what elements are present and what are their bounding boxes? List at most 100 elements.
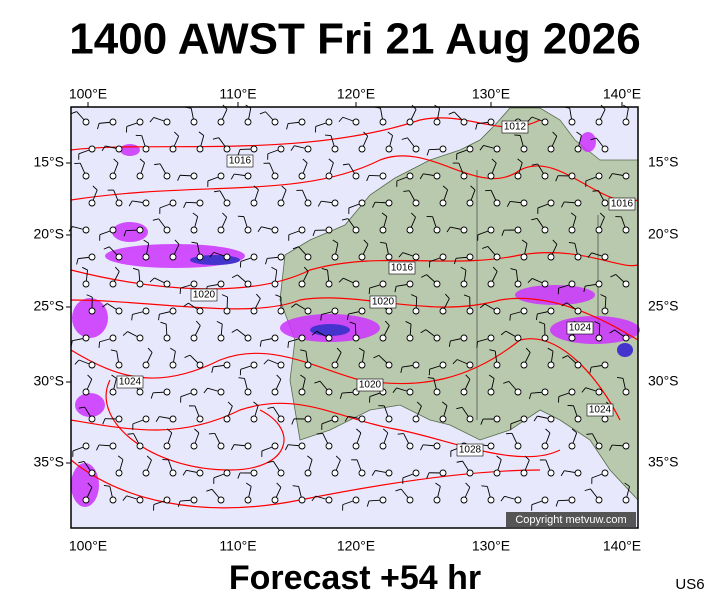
isobar-label: 1020 bbox=[193, 290, 216, 301]
wind-station bbox=[278, 254, 284, 260]
wind-station bbox=[542, 227, 548, 233]
wind-station bbox=[380, 119, 386, 125]
wind-station bbox=[353, 119, 359, 125]
wind-station bbox=[542, 281, 548, 287]
wind-station bbox=[521, 470, 527, 476]
wind-station bbox=[218, 443, 224, 449]
wind-station bbox=[191, 497, 197, 503]
wind-station bbox=[218, 335, 224, 341]
wind-station bbox=[467, 308, 473, 314]
wind-station bbox=[548, 308, 554, 314]
wind-station bbox=[386, 416, 392, 422]
wind-station bbox=[407, 335, 413, 341]
wind-station bbox=[251, 470, 257, 476]
wind-station bbox=[548, 470, 554, 476]
wind-station bbox=[596, 389, 602, 395]
wind-station bbox=[164, 389, 170, 395]
wind-station bbox=[218, 119, 224, 125]
wind-station bbox=[461, 335, 467, 341]
latitude-label: 15°S bbox=[33, 154, 64, 170]
wind-station bbox=[359, 416, 365, 422]
wind-station bbox=[386, 254, 392, 260]
wind-station bbox=[110, 119, 116, 125]
wind-station bbox=[305, 416, 311, 422]
isobar-label: 1024 bbox=[119, 377, 142, 388]
wind-station bbox=[548, 146, 554, 152]
wind-station bbox=[137, 173, 143, 179]
latitude-label: 20°S bbox=[33, 226, 64, 242]
wind-station bbox=[602, 308, 608, 314]
wind-station bbox=[83, 389, 89, 395]
wind-station bbox=[407, 227, 413, 233]
wind-station bbox=[353, 443, 359, 449]
wind-station bbox=[467, 146, 473, 152]
wind-station bbox=[218, 281, 224, 287]
wind-station bbox=[143, 146, 149, 152]
wind-station bbox=[164, 227, 170, 233]
wind-station bbox=[278, 308, 284, 314]
wind-station bbox=[251, 200, 257, 206]
wind-station bbox=[137, 335, 143, 341]
wind-station bbox=[116, 308, 122, 314]
chart-code: US6 bbox=[675, 576, 704, 593]
wind-station bbox=[434, 173, 440, 179]
latitude-label: 35°S bbox=[648, 454, 679, 470]
latitude-label: 25°S bbox=[33, 298, 64, 314]
wind-station bbox=[515, 389, 521, 395]
wind-station bbox=[548, 416, 554, 422]
wind-station bbox=[407, 389, 413, 395]
wind-station bbox=[89, 470, 95, 476]
longitude-label: 100°E bbox=[69, 538, 107, 554]
wind-station bbox=[326, 389, 332, 395]
wind-station bbox=[299, 335, 305, 341]
wind-station bbox=[272, 497, 278, 503]
wind-station bbox=[116, 362, 122, 368]
wind-station bbox=[110, 497, 116, 503]
wind-station bbox=[218, 497, 224, 503]
wind-station bbox=[542, 497, 548, 503]
wind-station bbox=[596, 335, 602, 341]
wind-station bbox=[575, 416, 581, 422]
wind-station bbox=[299, 281, 305, 287]
wind-station bbox=[515, 497, 521, 503]
wind-station bbox=[494, 146, 500, 152]
wind-station bbox=[245, 443, 251, 449]
wind-station bbox=[218, 227, 224, 233]
wind-station bbox=[623, 281, 629, 287]
wind-station bbox=[386, 308, 392, 314]
credit: Copyright metvuw.com bbox=[515, 514, 626, 526]
wind-station bbox=[623, 119, 629, 125]
wind-station bbox=[191, 389, 197, 395]
wind-station bbox=[116, 146, 122, 152]
wind-station bbox=[542, 389, 548, 395]
wind-station bbox=[353, 227, 359, 233]
wind-station bbox=[143, 308, 149, 314]
wind-station bbox=[326, 119, 332, 125]
wind-station bbox=[515, 227, 521, 233]
wind-station bbox=[434, 227, 440, 233]
wind-station bbox=[299, 119, 305, 125]
wind-station bbox=[170, 416, 176, 422]
wind-station bbox=[548, 200, 554, 206]
wind-station bbox=[407, 497, 413, 503]
isobar-label: 1024 bbox=[589, 405, 612, 416]
wind-station bbox=[488, 119, 494, 125]
wind-station bbox=[353, 335, 359, 341]
wind-station bbox=[380, 173, 386, 179]
wind-station bbox=[143, 470, 149, 476]
wind-station bbox=[299, 173, 305, 179]
wind-station bbox=[413, 146, 419, 152]
longitude-label: 130°E bbox=[472, 538, 510, 554]
wind-station bbox=[251, 146, 257, 152]
wind-station bbox=[569, 443, 575, 449]
wind-station bbox=[137, 389, 143, 395]
wind-station bbox=[353, 497, 359, 503]
wind-station bbox=[110, 281, 116, 287]
wind-station bbox=[164, 497, 170, 503]
wind-station bbox=[224, 200, 230, 206]
wind-station bbox=[467, 254, 473, 260]
wind-station bbox=[434, 119, 440, 125]
wind-station bbox=[164, 173, 170, 179]
wind-station bbox=[272, 227, 278, 233]
wind-station bbox=[143, 200, 149, 206]
